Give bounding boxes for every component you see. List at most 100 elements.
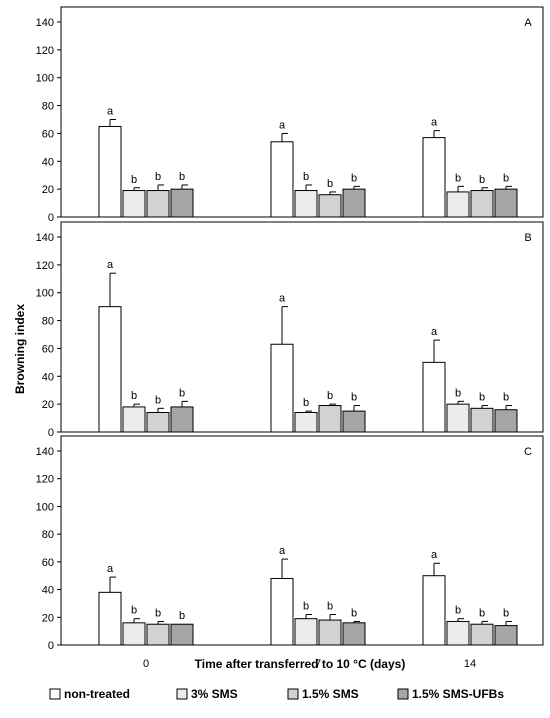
bar	[294, 412, 318, 433]
significance-label: b	[479, 392, 485, 404]
significance-label: a	[431, 549, 438, 561]
bar	[470, 623, 494, 646]
legend-label: non-treated	[64, 687, 130, 701]
y-tick-label: 140	[36, 446, 54, 458]
bar	[318, 619, 342, 646]
significance-label: b	[455, 172, 461, 184]
y-tick-label: 60	[42, 557, 54, 569]
y-tick-label: 100	[36, 288, 54, 300]
bar	[98, 125, 122, 218]
y-tick-label: 0	[48, 212, 54, 224]
bar	[146, 412, 170, 433]
significance-label: b	[155, 171, 161, 183]
y-tick-label: 40	[42, 156, 54, 168]
significance-label: b	[503, 172, 509, 184]
significance-label: b	[327, 601, 333, 613]
bar	[422, 137, 446, 218]
panel-B: 0 20 40 60 80 100 120 140 Ba b b b a b b b a b b b	[36, 221, 544, 439]
bar	[122, 622, 146, 646]
x-tick-label: 14	[464, 658, 476, 670]
legend-swatch	[287, 688, 299, 700]
significance-label: b	[479, 607, 485, 619]
y-tick-label: 0	[48, 640, 54, 652]
bar	[122, 190, 146, 218]
significance-label: a	[279, 119, 286, 131]
y-axis-title: Browning index	[13, 304, 27, 394]
significance-label: b	[455, 605, 461, 617]
legend-swatch	[397, 688, 409, 700]
significance-label: b	[503, 392, 509, 404]
y-tick-label: 80	[42, 316, 54, 328]
bar	[494, 625, 518, 646]
bar	[122, 406, 146, 433]
y-tick-label: 40	[42, 371, 54, 383]
bar	[146, 623, 170, 646]
bar	[342, 410, 366, 433]
panel-letter: A	[524, 17, 532, 29]
y-tick-label: 100	[36, 73, 54, 85]
significance-label: b	[327, 178, 333, 190]
y-tick-label: 40	[42, 585, 54, 597]
y-tick-label: 80	[42, 101, 54, 113]
significance-label: b	[179, 387, 185, 399]
significance-label: a	[431, 326, 438, 338]
bar	[146, 190, 170, 218]
panel-letter: B	[524, 232, 531, 244]
bar	[494, 409, 518, 433]
significance-label: b	[131, 605, 137, 617]
legend-swatch	[176, 688, 188, 700]
legend-label: 1.5% SMS-UFBs	[412, 687, 504, 701]
bar	[318, 405, 342, 433]
significance-label: b	[479, 174, 485, 186]
significance-label: b	[179, 171, 185, 183]
y-tick-label: 120	[36, 45, 54, 57]
bar	[342, 622, 366, 646]
bar	[318, 194, 342, 218]
bar	[270, 343, 294, 433]
y-tick-label: 20	[42, 184, 54, 196]
chart-legend: non-treated 3% SMS 1.5% SMS 1.5% SMS-UFBs	[49, 687, 504, 701]
bar	[98, 306, 122, 433]
bar	[294, 190, 318, 218]
bar	[170, 188, 194, 218]
y-tick-label: 120	[36, 474, 54, 486]
significance-label: b	[503, 607, 509, 619]
y-tick-label: 20	[42, 612, 54, 624]
panel-A: 0 20 40 60 80 100 120 140 Aa b b b a b b b a b b b	[36, 6, 544, 224]
x-axis-title: Time after transferred to 10 °C (days)	[195, 657, 406, 671]
bar	[446, 191, 470, 218]
legend-swatch	[49, 688, 61, 700]
y-tick-label: 0	[48, 427, 54, 439]
y-tick-label: 60	[42, 343, 54, 355]
bar	[270, 577, 294, 646]
significance-label: a	[279, 545, 286, 557]
significance-label: b	[351, 172, 357, 184]
x-tick-label: 0	[143, 658, 149, 670]
bar	[170, 406, 194, 433]
y-tick-label: 20	[42, 399, 54, 411]
legend-label: 3% SMS	[191, 687, 238, 701]
significance-label: a	[107, 259, 114, 271]
bar	[270, 141, 294, 218]
bar	[446, 620, 470, 646]
significance-label: b	[303, 601, 309, 613]
bar	[494, 188, 518, 218]
x-tick-label: 7	[315, 658, 321, 670]
significance-label: b	[131, 174, 137, 186]
significance-label: b	[303, 397, 309, 409]
significance-label: b	[179, 610, 185, 622]
significance-label: b	[351, 607, 357, 619]
significance-label: b	[155, 607, 161, 619]
significance-label: a	[107, 106, 114, 118]
bar	[470, 407, 494, 433]
y-tick-label: 100	[36, 501, 54, 513]
bar	[422, 361, 446, 433]
bar	[446, 403, 470, 433]
significance-label: b	[351, 392, 357, 404]
panel-C: 0 20 40 60 80 100 120 140 Ca b b b a b b b a b b b 0 7 14	[36, 435, 544, 670]
legend-label: 1.5% SMS	[302, 687, 359, 701]
bar	[294, 618, 318, 646]
y-tick-label: 120	[36, 260, 54, 272]
